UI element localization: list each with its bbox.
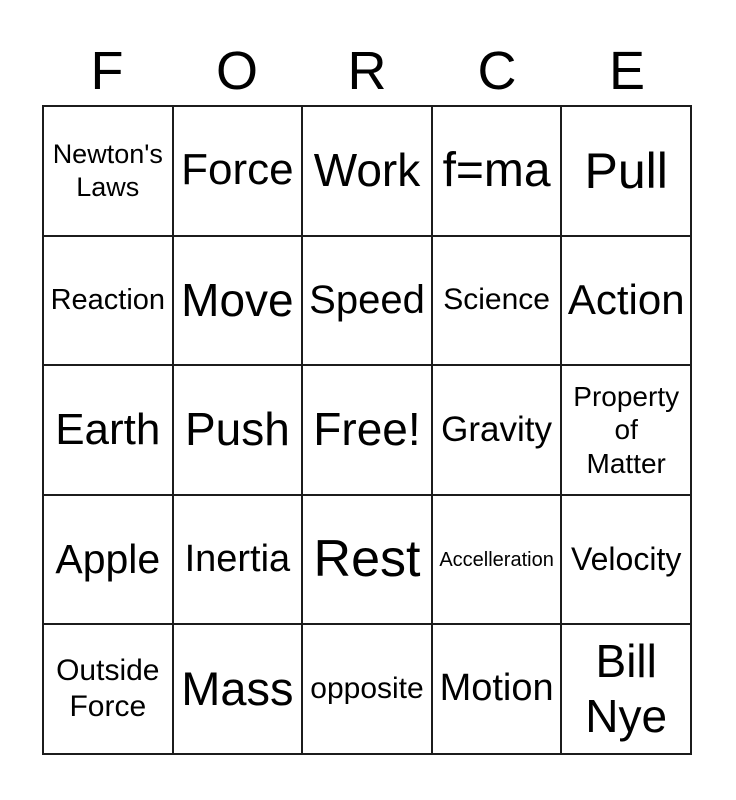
bingo-cell-label: Newton's Laws xyxy=(52,139,163,202)
bingo-cell-r1c3[interactable]: Work xyxy=(303,107,433,237)
bingo-cell-r5c2[interactable]: Mass xyxy=(173,625,304,755)
bingo-cell-r2c4[interactable]: Science xyxy=(432,236,563,367)
bingo-cell-r1c1[interactable]: Newton's Laws xyxy=(44,107,174,237)
bingo-cell-label: Work xyxy=(313,144,421,197)
title-letter-r: R xyxy=(347,41,387,101)
bingo-cell-r1c4[interactable]: f=ma xyxy=(432,107,563,237)
bingo-cell-r4c4[interactable]: Accelleration xyxy=(432,495,563,626)
bingo-cell-label: Reaction xyxy=(50,283,166,316)
bingo-cell-label: Velocity xyxy=(571,541,682,578)
bingo-cell-label: Inertia xyxy=(184,537,291,580)
bingo-cell-r2c3[interactable]: Speed xyxy=(303,236,433,367)
bingo-cell-label: Pull xyxy=(584,142,668,199)
bingo-cell-r2c5[interactable]: Action xyxy=(562,236,692,367)
bingo-cell-label: f=ma xyxy=(442,144,551,197)
bingo-cell-free-space[interactable]: Free! xyxy=(303,366,433,496)
bingo-cell-label: Mass xyxy=(181,662,294,715)
bingo-cell-label: Property of Matter xyxy=(573,380,680,479)
bingo-cell-label: Action xyxy=(567,276,685,324)
bingo-cell-label: Motion xyxy=(439,667,554,710)
bingo-cell-r1c5[interactable]: Pull xyxy=(562,107,692,237)
bingo-cell-r3c1[interactable]: Earth xyxy=(44,366,174,496)
bingo-cell-r2c2[interactable]: Move xyxy=(173,236,304,367)
bingo-cell-label: Outside Force xyxy=(56,654,160,724)
bingo-cell-r3c2[interactable]: Push xyxy=(173,366,304,496)
bingo-cell-label: Apple xyxy=(55,536,161,582)
bingo-cell-label: Free! xyxy=(313,403,421,456)
bingo-cell-r3c4[interactable]: Gravity xyxy=(432,366,563,496)
bingo-cell-r2c1[interactable]: Reaction xyxy=(44,236,174,367)
bingo-cell-label: opposite xyxy=(310,672,424,706)
title-letter-o: O xyxy=(215,41,258,101)
bingo-cell-r4c3[interactable]: Rest xyxy=(303,495,433,626)
bingo-cell-r4c5[interactable]: Velocity xyxy=(562,495,692,626)
title-letter-c: C xyxy=(477,41,517,101)
title-letter-f: F xyxy=(90,41,124,101)
bingo-cell-label: Earth xyxy=(55,404,161,454)
bingo-cell-r4c1[interactable]: Apple xyxy=(44,495,174,626)
bingo-cell-r3c5[interactable]: Property of Matter xyxy=(562,366,692,496)
bingo-cell-label: Science xyxy=(443,283,550,317)
bingo-cell-label: Rest xyxy=(313,530,421,589)
bingo-cell-r5c3[interactable]: opposite xyxy=(303,625,433,755)
title-letter-e: E xyxy=(608,41,646,101)
bingo-grid: Newton's Laws Force Work f=ma Pull React… xyxy=(42,105,692,755)
bingo-cell-label: Force xyxy=(181,145,294,195)
bingo-title: F O R C E xyxy=(42,44,692,98)
bingo-cell-label: Bill Nye xyxy=(585,635,668,743)
bingo-cell-r5c1[interactable]: Outside Force xyxy=(44,625,174,755)
bingo-cell-label: Accelleration xyxy=(439,548,554,571)
bingo-cell-r4c2[interactable]: Inertia xyxy=(173,495,304,626)
bingo-cell-label: Gravity xyxy=(441,409,553,449)
bingo-cell-r1c2[interactable]: Force xyxy=(173,107,304,237)
bingo-cell-label: Speed xyxy=(309,278,425,323)
bingo-cell-label: Move xyxy=(181,273,294,326)
bingo-cell-r5c4[interactable]: Motion xyxy=(432,625,563,755)
bingo-cell-label: Push xyxy=(184,403,290,456)
bingo-cell-r5c5[interactable]: Bill Nye xyxy=(562,625,692,755)
